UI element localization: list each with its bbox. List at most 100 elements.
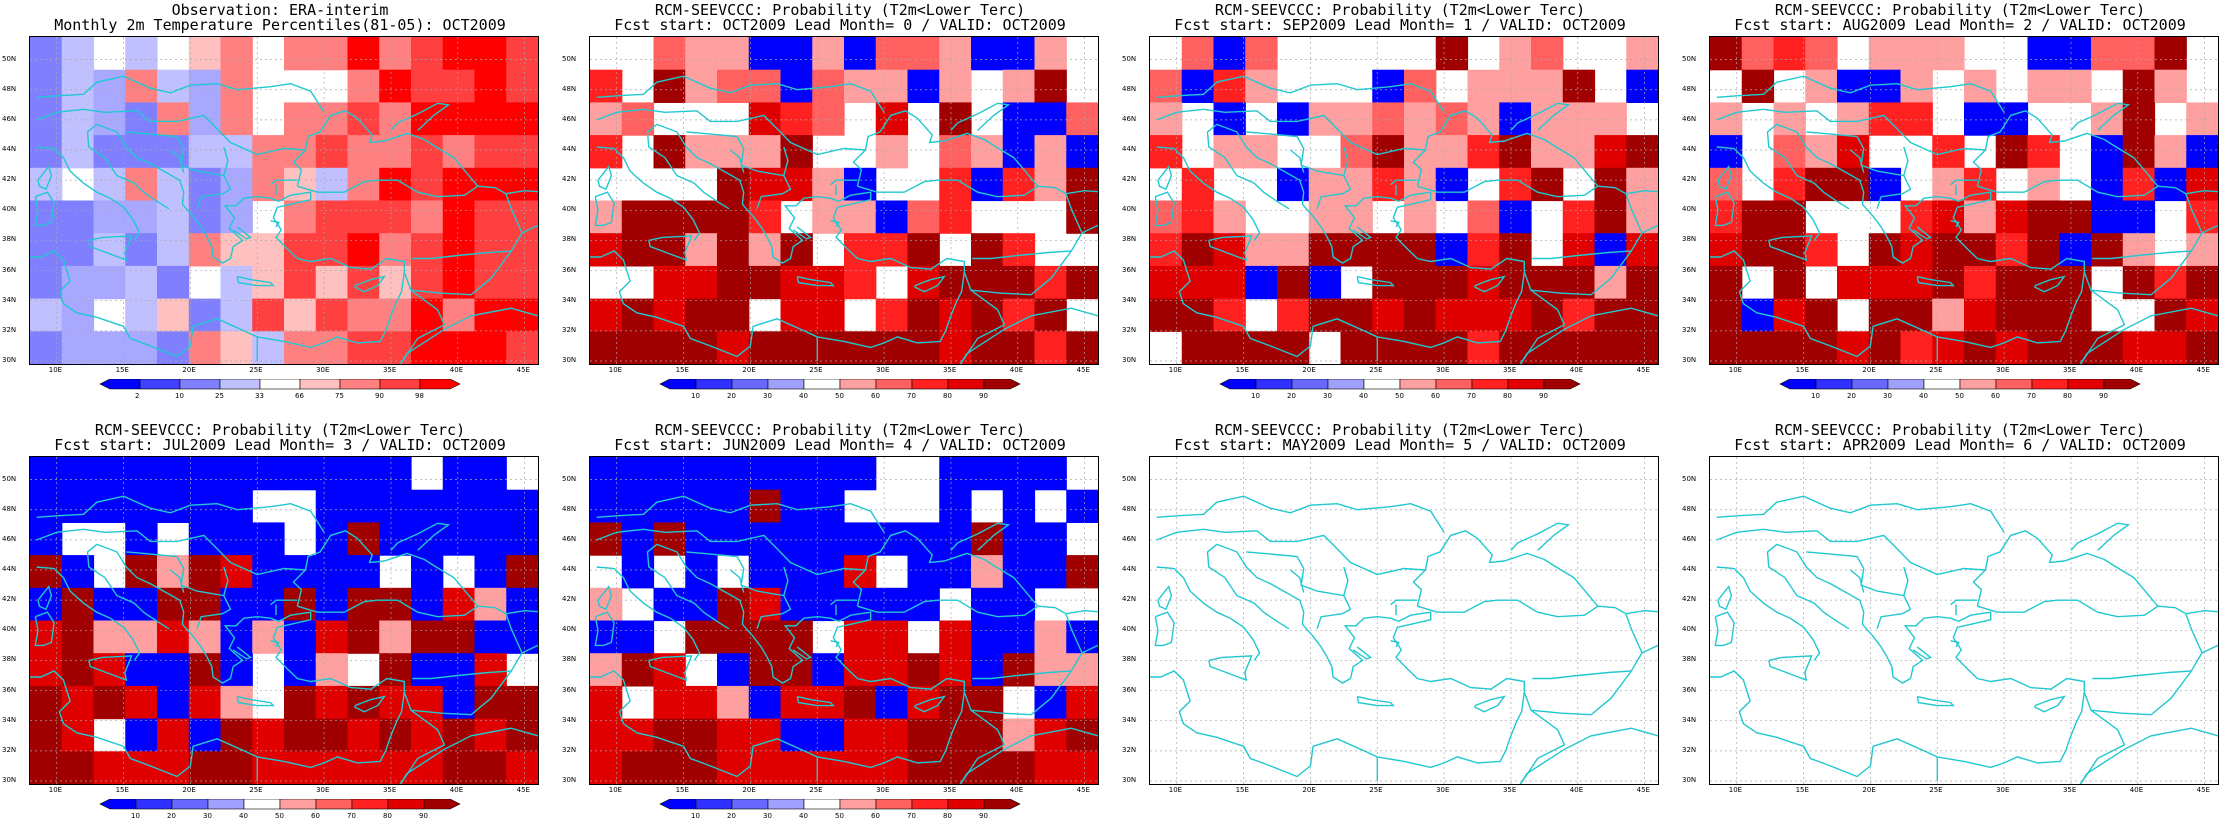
colorbar-swatch bbox=[659, 379, 697, 390]
coastline bbox=[1716, 528, 1986, 576]
colorbar-swatch bbox=[1471, 379, 1509, 390]
grid-cell bbox=[125, 265, 158, 300]
grid-cell bbox=[1562, 233, 1596, 267]
grid-cell bbox=[653, 522, 686, 556]
grid-cell bbox=[812, 167, 845, 202]
grid-cell bbox=[1594, 265, 1627, 300]
grid-cell bbox=[1773, 102, 1806, 136]
colorbar-tick-label: 80 bbox=[1503, 392, 1512, 400]
map-canvas bbox=[590, 37, 1098, 364]
grid-cell bbox=[844, 457, 877, 491]
lon-tick-label: 35E bbox=[2062, 366, 2077, 374]
grid-cell bbox=[188, 233, 222, 267]
coastline bbox=[1392, 191, 1525, 273]
grid-cell bbox=[1964, 102, 1997, 136]
grid-cell bbox=[1626, 167, 1658, 202]
lat-tick-label: 46N bbox=[1122, 114, 1137, 123]
grid-cell bbox=[907, 69, 940, 103]
lat-tick-label: 30N bbox=[1682, 775, 1697, 784]
coastline bbox=[505, 609, 538, 615]
map-area bbox=[29, 36, 539, 365]
grid-cell bbox=[379, 69, 412, 103]
grid-cell bbox=[1837, 167, 1870, 202]
coastline bbox=[223, 566, 229, 596]
colorbar-swatch bbox=[911, 799, 949, 810]
colorbar-tick-label: 80 bbox=[943, 392, 952, 400]
grid-cell bbox=[252, 167, 285, 202]
lon-tick-label: 30E bbox=[876, 366, 890, 374]
grid-cell bbox=[1181, 233, 1215, 267]
grid-cell bbox=[621, 331, 655, 364]
panel-title: RCM-SEEVCCC: Probability (T2m<Lower Terc… bbox=[654, 421, 1026, 439]
grid-cell bbox=[1531, 298, 1564, 332]
coastline bbox=[1784, 546, 1888, 657]
coastline bbox=[1916, 275, 1955, 287]
grid-cell bbox=[1741, 331, 1775, 364]
grid-cell bbox=[685, 457, 718, 491]
lat-tick-label: 46N bbox=[1682, 534, 1697, 543]
lat-tick-label: 46N bbox=[1682, 114, 1697, 123]
grid-cell bbox=[1499, 167, 1532, 202]
grid-cell bbox=[1002, 331, 1036, 364]
grid-cell bbox=[1034, 751, 1067, 784]
grid-cell bbox=[188, 685, 222, 720]
coastline bbox=[832, 611, 965, 693]
lat-tick-label: 32N bbox=[562, 745, 577, 754]
grid-cell bbox=[442, 200, 476, 234]
grid-cell bbox=[748, 37, 782, 71]
grid-cell bbox=[780, 457, 813, 491]
grid-cell bbox=[1741, 233, 1775, 267]
grid-cell bbox=[61, 751, 95, 784]
coastline bbox=[914, 695, 946, 713]
grid-cell bbox=[685, 522, 718, 556]
lat-tick-label: 48N bbox=[2, 84, 17, 93]
panel-subtitle: Monthly 2m Temperature Percentiles(81-05… bbox=[54, 16, 506, 34]
grid-cell bbox=[1805, 331, 1838, 364]
grid-cell bbox=[2186, 167, 2218, 202]
coastline bbox=[270, 640, 280, 648]
lat-tick-label: 44N bbox=[1682, 565, 1697, 574]
grid-cell bbox=[506, 331, 538, 364]
lat-tick-label: 44N bbox=[1122, 145, 1137, 154]
grid-cell bbox=[188, 522, 222, 556]
lat-tick-label: 32N bbox=[1122, 745, 1137, 754]
lat-tick-label: 44N bbox=[2, 145, 17, 154]
colorbar-tick-label: 20 bbox=[167, 812, 176, 820]
grid-cell bbox=[125, 522, 158, 556]
grid-cell bbox=[379, 457, 412, 491]
grid-cell bbox=[1002, 489, 1036, 523]
colorbar-swatch bbox=[139, 379, 181, 390]
grid-cell bbox=[347, 718, 380, 752]
lon-tick-label: 20E bbox=[1302, 786, 1316, 794]
grid-cell bbox=[93, 685, 126, 720]
colorbar-swatch bbox=[339, 379, 381, 390]
grid-cell bbox=[125, 200, 158, 234]
grid-cell bbox=[188, 331, 222, 364]
grid-cell bbox=[2186, 233, 2218, 267]
colorbar-swatch bbox=[1959, 379, 1997, 390]
grid-cell bbox=[653, 331, 686, 364]
grid-cell bbox=[1995, 233, 2029, 267]
grid-cell bbox=[907, 331, 940, 364]
coastline bbox=[1390, 179, 1418, 186]
grid-cell bbox=[2122, 233, 2156, 267]
grid-cell bbox=[1034, 298, 1067, 332]
coastline bbox=[354, 695, 386, 713]
grid-cell bbox=[1837, 331, 1870, 364]
grid-cell bbox=[188, 69, 222, 103]
coastline bbox=[1806, 551, 1912, 630]
grid-cell bbox=[1150, 69, 1183, 103]
grid-cell bbox=[685, 37, 718, 71]
grid-cell bbox=[1034, 555, 1067, 589]
grid-cell bbox=[220, 587, 253, 622]
grid-cell bbox=[875, 653, 909, 687]
colorbar-swatch bbox=[171, 799, 209, 810]
grid-cell bbox=[411, 587, 444, 622]
grid-cell bbox=[2186, 200, 2218, 234]
grid-cell bbox=[907, 200, 940, 234]
grid-cell bbox=[1467, 102, 1500, 136]
grid-cell bbox=[780, 685, 813, 720]
panel-subtitle: Fcst start: JUL2009 Lead Month= 3 / VALI… bbox=[54, 436, 506, 454]
colorbar-tick-label: 2 bbox=[135, 392, 140, 400]
colorbar-swatch bbox=[135, 799, 173, 810]
